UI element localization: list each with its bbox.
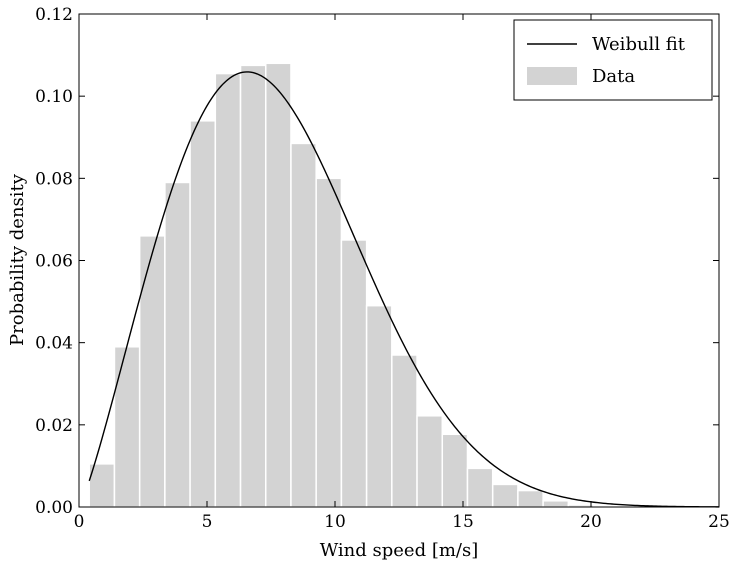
legend-bar-swatch — [527, 67, 577, 85]
histogram-bar — [542, 500, 570, 508]
y-axis-label: Probability density — [7, 173, 28, 346]
histogram-bar — [416, 415, 444, 508]
histogram-bars — [88, 62, 595, 508]
x-tick-label: 0 — [74, 512, 85, 532]
x-tick-label: 10 — [324, 512, 346, 532]
histogram-bar — [517, 489, 544, 508]
y-tick-label: 0.02 — [35, 416, 73, 436]
legend-box — [513, 19, 713, 101]
histogram-bar — [88, 463, 116, 508]
y-tick-label: 0.12 — [35, 5, 73, 25]
histogram-bar — [214, 72, 242, 508]
x-axis-ticks: 0 5 10 15 20 25 — [74, 14, 730, 532]
histogram-bar — [189, 120, 217, 508]
x-tick-label: 20 — [580, 512, 602, 532]
x-tick-label: 15 — [452, 512, 474, 532]
y-tick-label: 0.00 — [35, 498, 73, 518]
histogram-bar — [290, 142, 317, 508]
weibull-fit-line — [88, 71, 720, 508]
legend-label-data: Data — [592, 66, 635, 87]
histogram-bar — [491, 483, 519, 508]
histogram-bar — [239, 64, 267, 508]
y-tick-label: 0.04 — [35, 334, 73, 354]
histogram-bar — [164, 181, 191, 508]
histogram-bar — [315, 177, 343, 508]
x-axis-label: Wind speed [m/s] — [320, 540, 479, 561]
legend: Weibull fit Data — [513, 19, 713, 101]
y-tick-label: 0.10 — [35, 87, 73, 107]
y-tick-label: 0.06 — [35, 252, 73, 272]
x-tick-label: 25 — [708, 512, 730, 532]
x-tick-label: 5 — [202, 512, 213, 532]
histogram-bar — [138, 235, 166, 508]
histogram-bar — [113, 346, 141, 508]
histogram-bar — [265, 62, 292, 508]
histogram-bar — [365, 304, 393, 508]
y-tick-label: 0.08 — [35, 169, 73, 189]
histogram-bar — [466, 467, 494, 508]
legend-label-fit: Weibull fit — [592, 34, 686, 55]
histogram-bar — [340, 239, 368, 508]
histogram-bar — [441, 433, 469, 508]
histogram-bar — [391, 354, 418, 508]
y-axis-ticks: 0.00 0.02 0.04 0.06 0.08 0.10 0.12 — [35, 5, 719, 518]
